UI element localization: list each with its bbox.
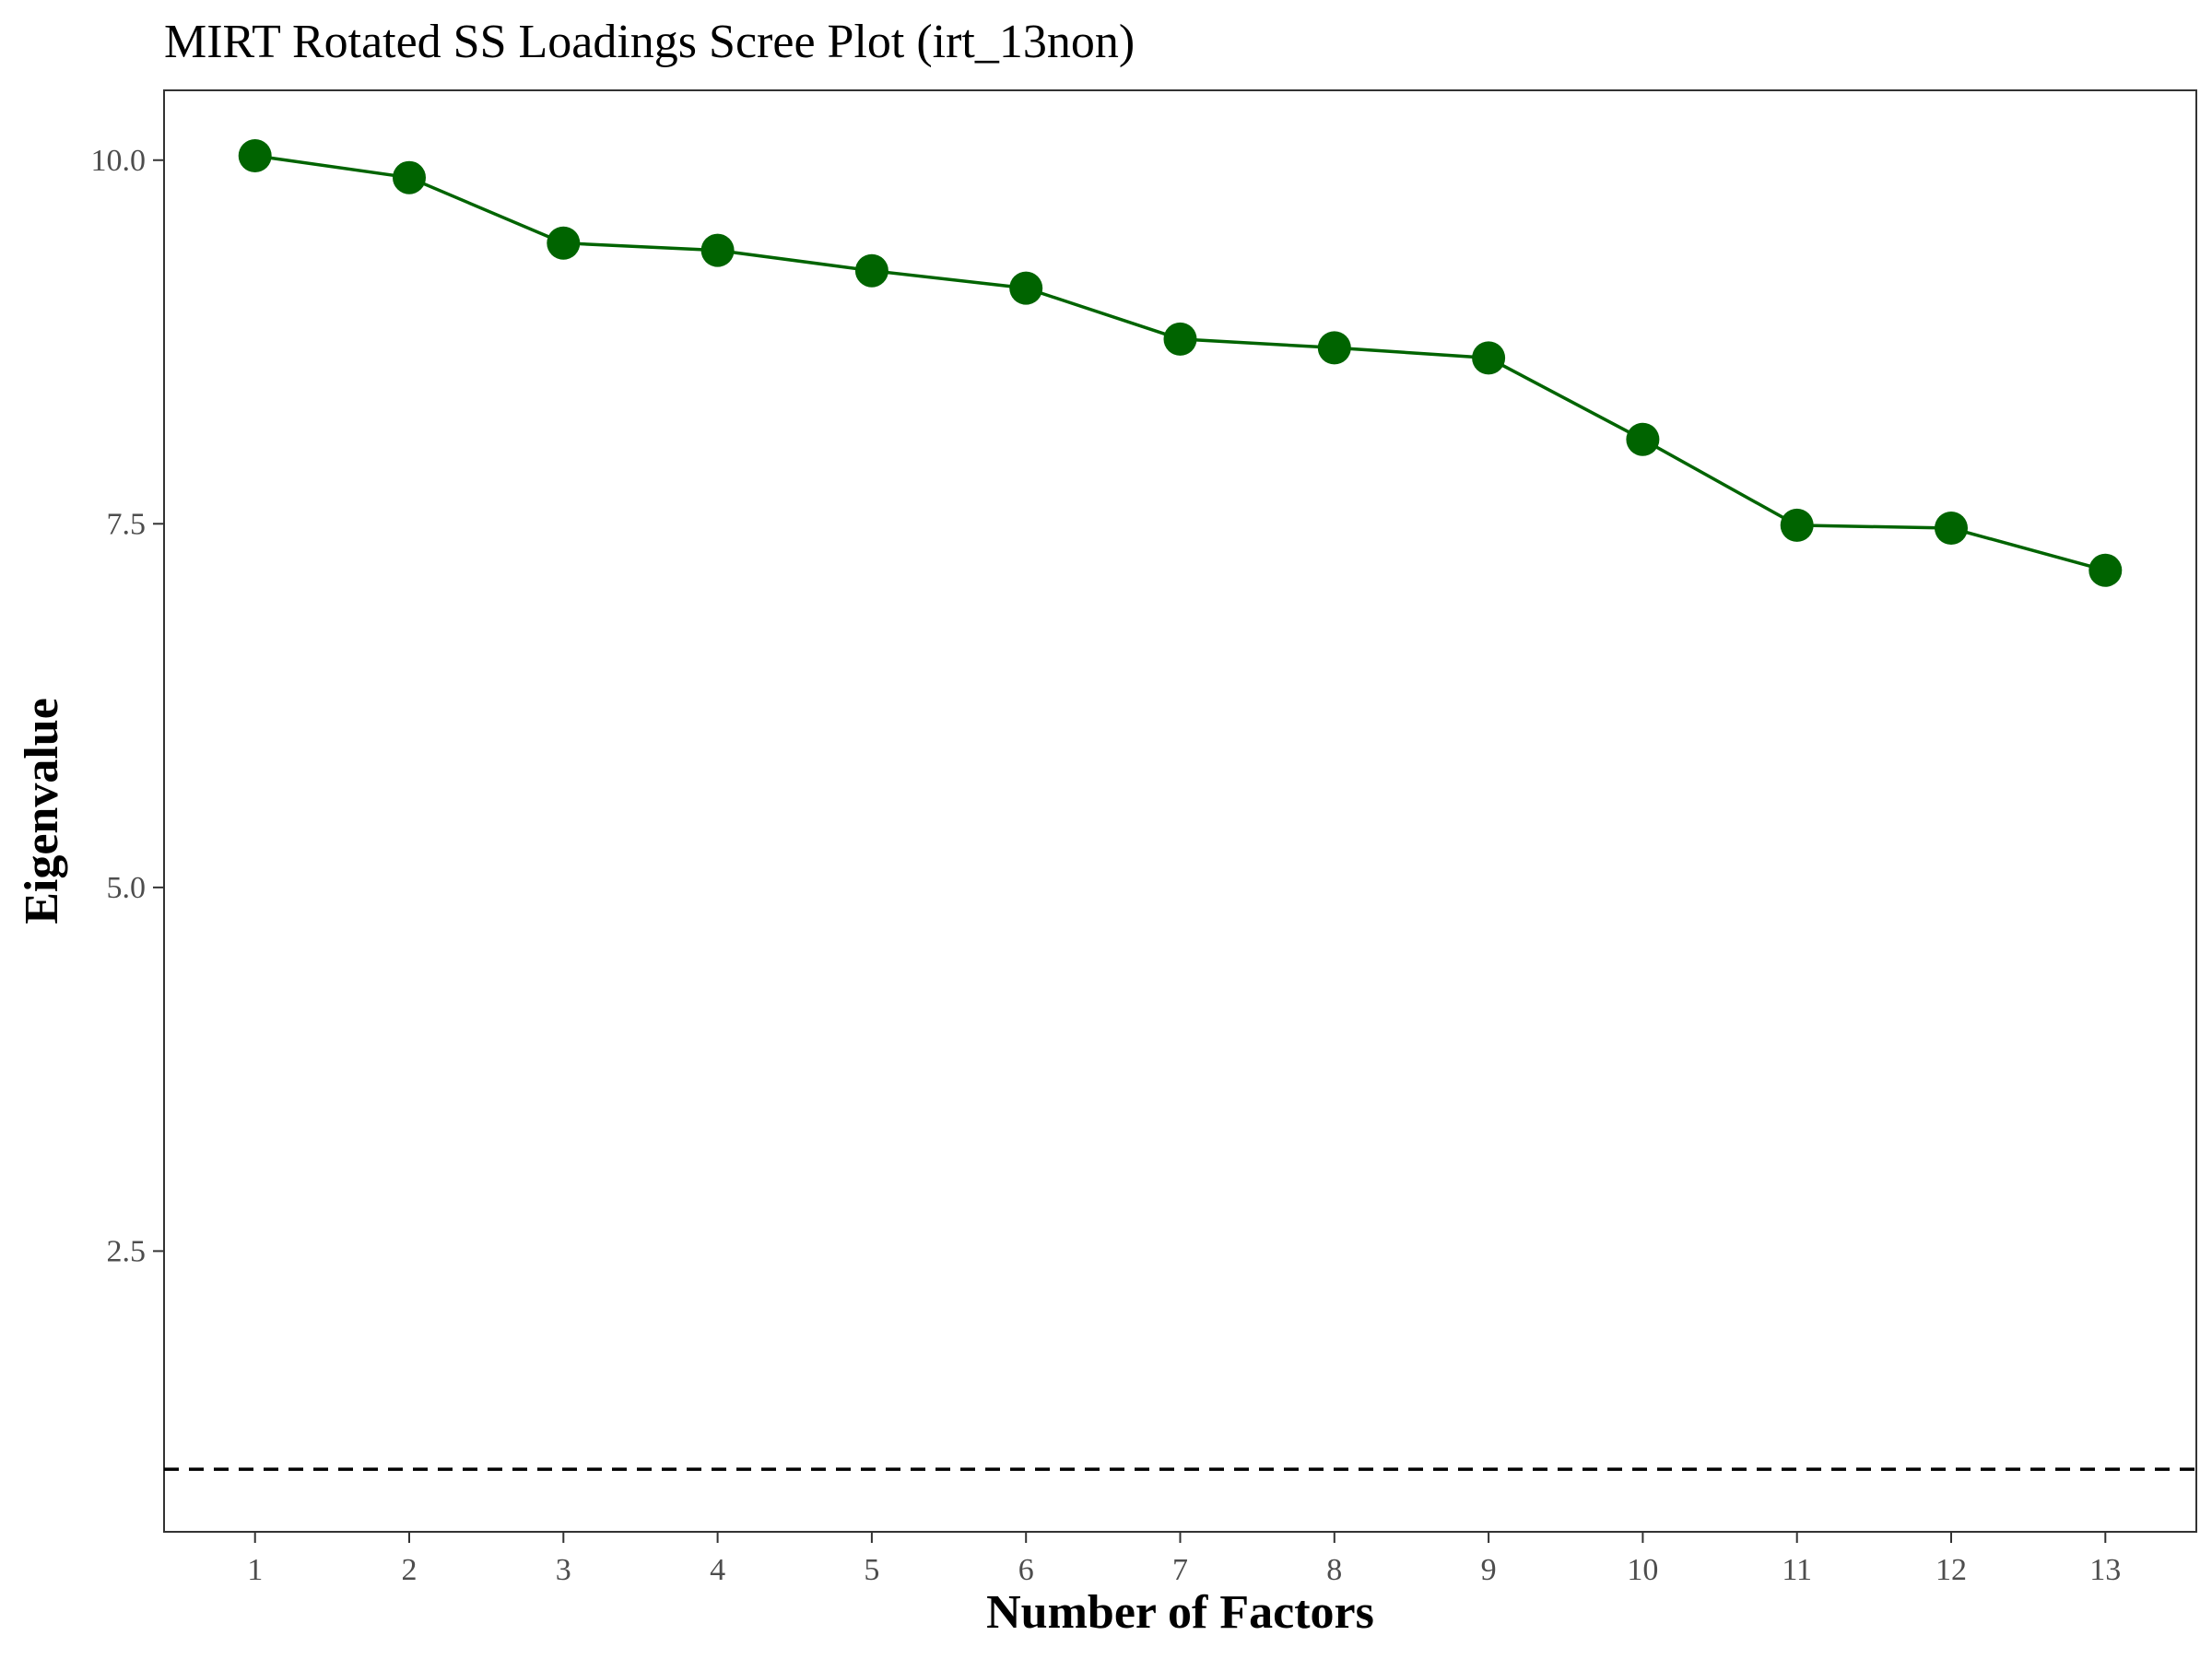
data-point (547, 226, 581, 260)
x-tick-label: 3 (556, 1553, 571, 1587)
x-tick-label: 8 (1326, 1553, 1342, 1587)
x-axis: 1 2 3 4 5 6 7 8 9 10 11 12 13 (247, 1532, 2121, 1587)
plot-panel (163, 89, 2197, 1533)
x-tick-label: 10 (1627, 1553, 1658, 1587)
y-axis-title: Eigenvalue (16, 698, 68, 924)
data-point (854, 253, 888, 288)
data-point (1626, 422, 1660, 456)
data-point (393, 160, 427, 194)
y-axis: 2.5 5.0 7.5 10.0 (91, 144, 164, 1268)
data-point (1780, 508, 1814, 542)
y-tick-label: 2.5 (107, 1234, 147, 1268)
x-tick-label: 1 (247, 1553, 263, 1587)
y-tick-label: 7.5 (107, 507, 147, 541)
data-point (1009, 271, 1043, 305)
data-point (700, 233, 735, 267)
x-tick-label: 2 (402, 1553, 418, 1587)
x-tick-label: 9 (1481, 1553, 1497, 1587)
x-tick-label: 7 (1172, 1553, 1188, 1587)
data-point (2088, 553, 2123, 587)
y-tick-label: 5.0 (107, 871, 147, 905)
data-point (1163, 322, 1197, 356)
x-tick-label: 4 (710, 1553, 725, 1587)
x-tick-label: 12 (1936, 1553, 1967, 1587)
data-point (1317, 331, 1351, 365)
x-tick-label: 13 (2089, 1553, 2121, 1587)
y-tick-label: 10.0 (91, 144, 147, 178)
data-point (238, 139, 272, 173)
data-point (1934, 512, 1968, 546)
x-axis-title: Number of Factors (986, 1586, 1374, 1639)
x-tick-label: 6 (1018, 1553, 1034, 1587)
x-tick-label: 11 (1782, 1553, 1812, 1587)
data-point (1472, 341, 1506, 375)
chart-title: MIRT Rotated SS Loadings Scree Plot (irt… (164, 16, 1135, 68)
data-points (238, 139, 2123, 587)
x-tick-label: 5 (864, 1553, 879, 1587)
